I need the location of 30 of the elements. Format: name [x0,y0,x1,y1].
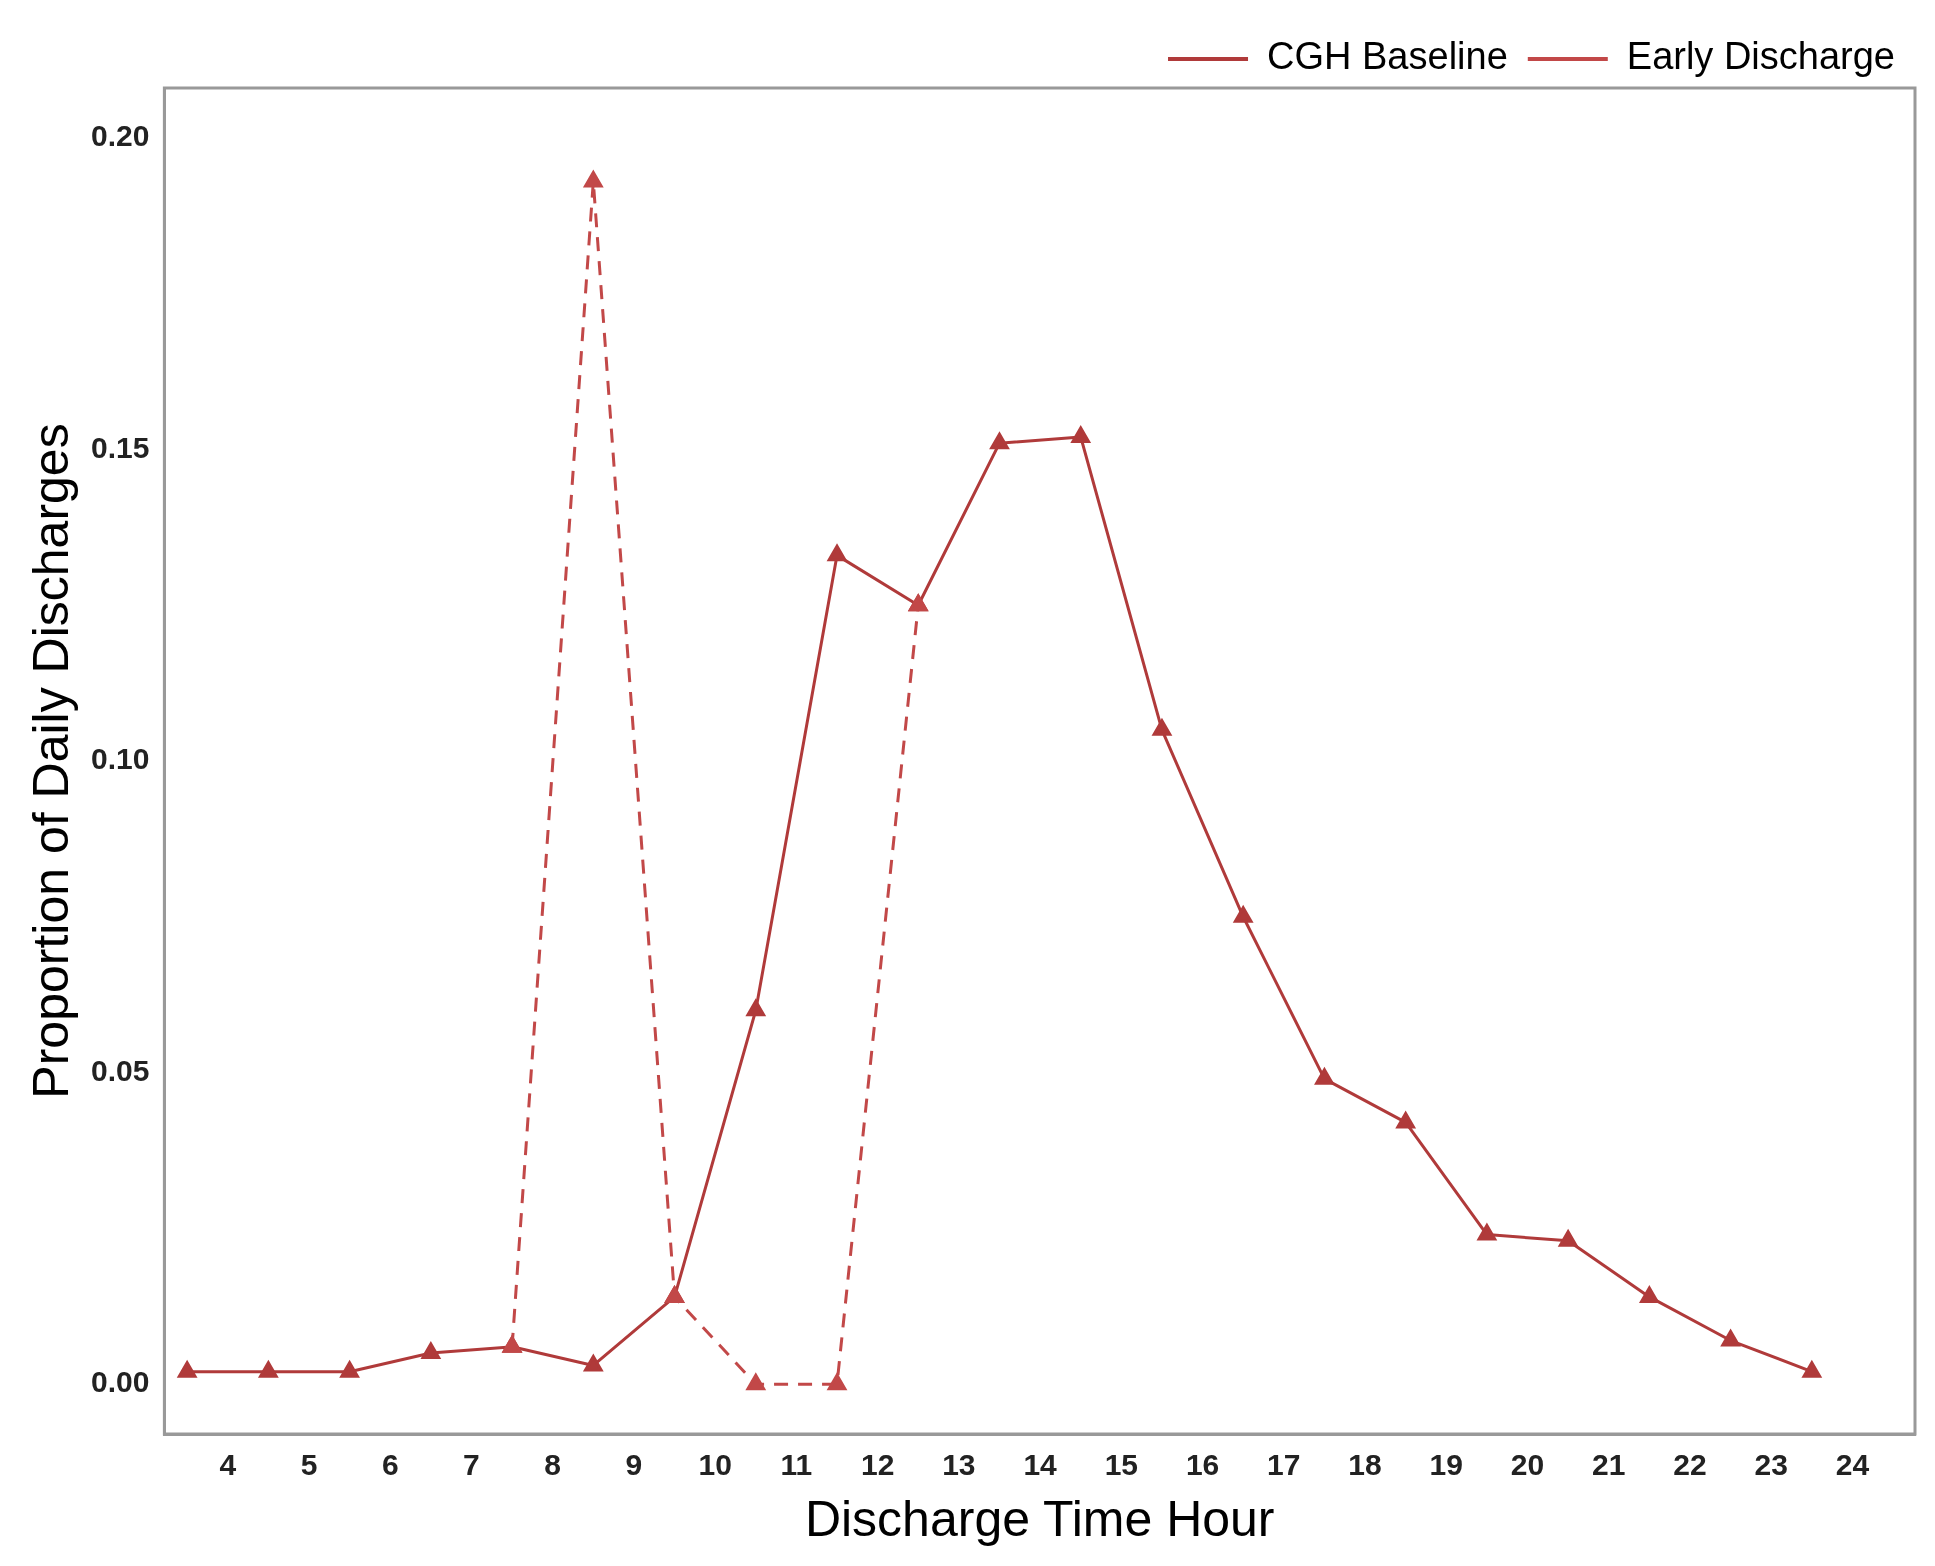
y-tick-label: 0.15 [91,430,150,464]
legend-label: Early Discharge [1626,35,1896,78]
x-tick-label: 6 [381,1448,399,1482]
x-tick-label: 15 [1104,1448,1139,1482]
x-axis-title: Discharge Time Hour [804,1490,1275,1547]
y-tick-label: 0.05 [91,1053,150,1087]
x-tick-label: 20 [1510,1448,1545,1482]
x-tick-label: 4 [219,1448,237,1482]
x-tick-label: 9 [625,1448,643,1482]
x-tick-label: 13 [942,1448,976,1482]
y-tick-label: 0.10 [91,742,150,776]
x-tick-label: 23 [1754,1448,1788,1482]
x-tick-label: 22 [1673,1448,1707,1482]
x-tick-label: 24 [1835,1448,1870,1482]
x-tick-label: 10 [698,1448,732,1482]
x-tick-label: 21 [1592,1448,1626,1482]
x-tick-label: 18 [1348,1448,1382,1482]
x-tick-label: 7 [463,1448,480,1482]
x-tick-label: 17 [1267,1448,1301,1482]
y-tick-label: 0.20 [91,119,150,153]
y-axis-title: Proportion of Daily Discharges [22,423,79,1099]
x-tick-label: 19 [1429,1448,1463,1482]
x-tick-label: 5 [300,1448,318,1482]
x-tick-label: 8 [544,1448,562,1482]
x-tick-label: 12 [860,1448,895,1482]
x-tick-label: 11 [780,1448,813,1482]
legend-label: CGH Baseline [1267,35,1508,78]
x-tick-label: 16 [1185,1448,1220,1482]
x-tick-label: 14 [1023,1448,1058,1482]
y-tick-label: 0.00 [91,1365,150,1399]
